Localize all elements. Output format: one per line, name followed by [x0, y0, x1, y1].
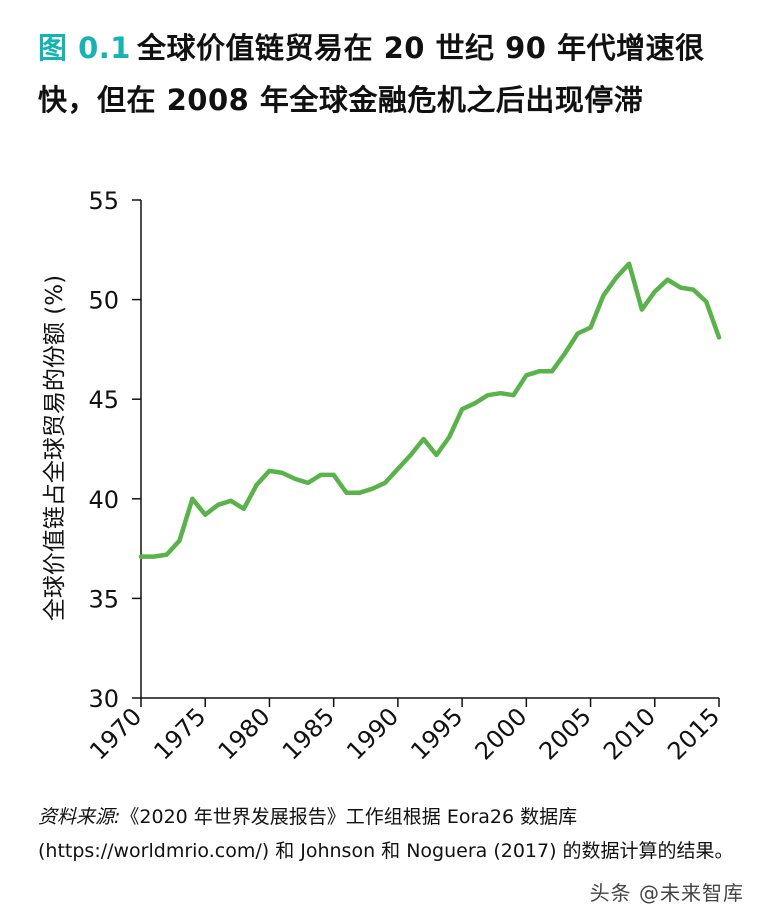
- y-tick-label: 30: [88, 685, 119, 713]
- source-note: 资料来源:《2020 年世界发展报告》工作组根据 Eora26 数据库 (htt…: [38, 800, 738, 868]
- figure-label: 图 0.1: [38, 31, 131, 65]
- x-tick-label: 1975: [148, 702, 211, 765]
- y-tick-label: 50: [88, 287, 119, 315]
- x-tick-label: 2015: [662, 702, 725, 765]
- series-group: [138, 261, 722, 559]
- y-tick-label: 35: [88, 585, 119, 613]
- y-tick-label: 45: [88, 386, 119, 414]
- x-tick-label: 2010: [598, 702, 661, 765]
- x-tick-label: 1990: [341, 702, 404, 765]
- x-tick-label: 1995: [405, 702, 468, 765]
- x-tick-label: 1980: [213, 702, 276, 765]
- x-tick-label: 2000: [470, 702, 533, 765]
- y-axis-label: 全球价值链占全球贸易的份额 (%): [42, 275, 68, 621]
- source-label: 资料来源:: [38, 806, 121, 828]
- figure-title: 图 0.1 全球价值链贸易在 20 世纪 90 年代增速很快，但在 2008 年全…: [38, 22, 738, 126]
- x-tick-label: 1985: [277, 702, 340, 765]
- figure-title-text: 全球价值链贸易在 20 世纪 90 年代增速很快，但在 2008 年全球金融危机…: [38, 31, 705, 117]
- y-tick-label: 40: [88, 486, 119, 514]
- source-text: 《2020 年世界发展报告》工作组根据 Eora26 数据库 (https://…: [38, 806, 734, 862]
- axes: [140, 200, 719, 699]
- series-line: [138, 261, 722, 559]
- watermark: 头条 @未来智库: [589, 881, 744, 905]
- x-tick-label: 2005: [534, 702, 597, 765]
- y-tick-label: 55: [88, 187, 119, 215]
